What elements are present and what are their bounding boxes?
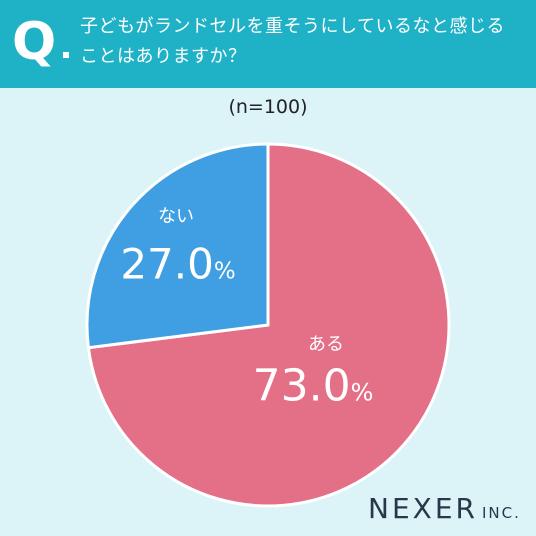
q-dot xyxy=(63,52,69,58)
slice-category-label: ある xyxy=(308,334,344,355)
question-header: Q 子どもがランドセルを重そうにしているなと感じる ことはありますか？ xyxy=(0,0,536,88)
sample-size-label: (n=100) xyxy=(228,96,308,118)
pie-slice-nai xyxy=(85,142,270,350)
slice-category-label: ない xyxy=(158,206,194,227)
question-text: 子どもがランドセルを重そうにしているなと感じる ことはありますか？ xyxy=(80,12,520,72)
q-mark: Q xyxy=(12,12,57,72)
question-line-1: 子どもがランドセルを重そうにしているなと感じる xyxy=(80,16,505,37)
logo-main: NEXER xyxy=(368,492,478,525)
nexer-logo: NEXER INC. xyxy=(368,492,521,525)
logo-suffix: INC. xyxy=(481,504,521,522)
question-line-2: ことはありますか？ xyxy=(80,46,247,67)
slice-value-label: 73.0% xyxy=(253,360,374,411)
slice-value-label: 27.0% xyxy=(120,240,235,289)
